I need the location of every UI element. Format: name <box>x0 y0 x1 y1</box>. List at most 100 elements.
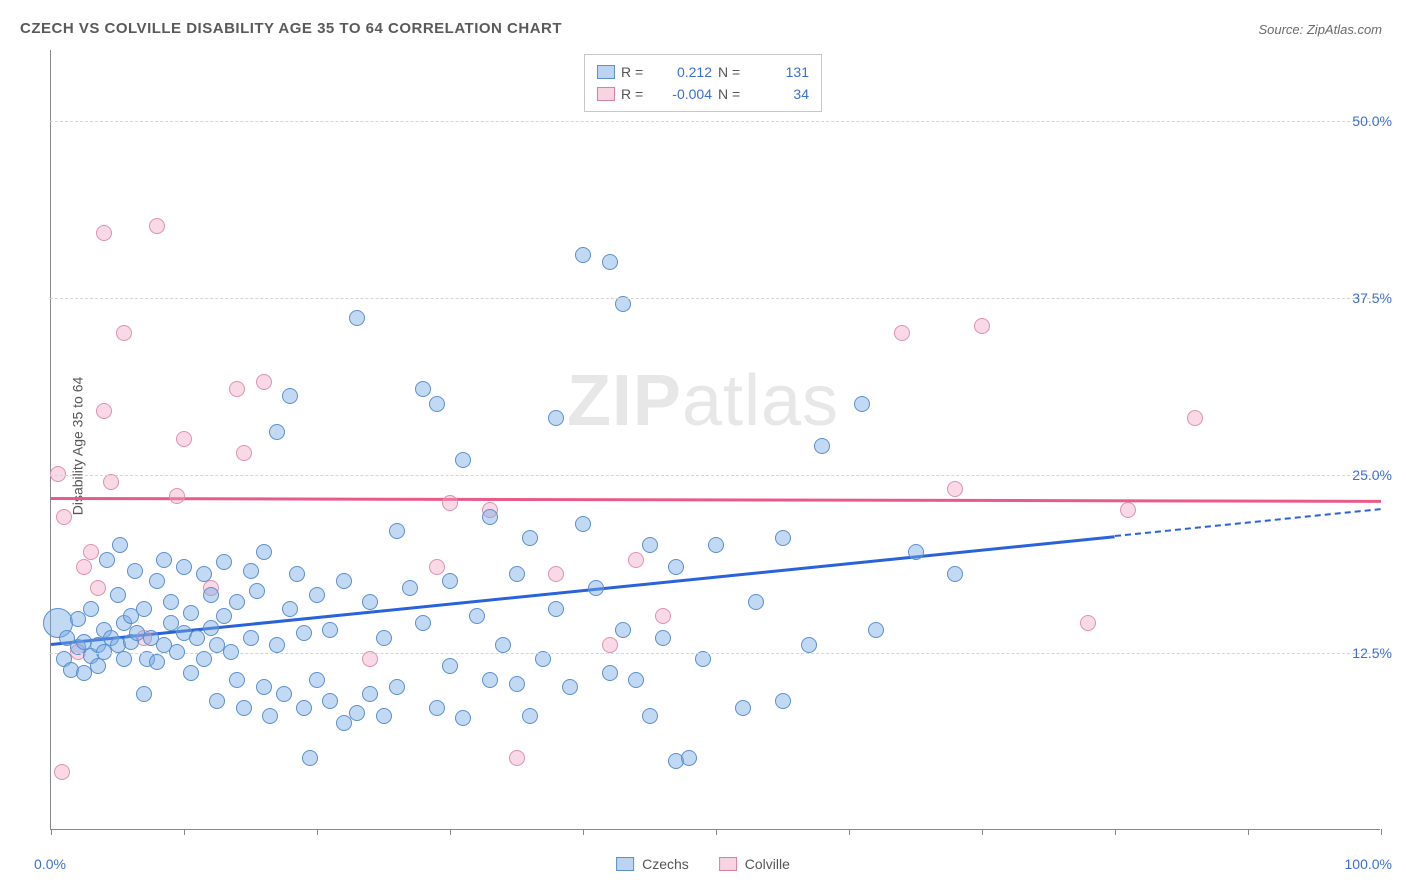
scatter-point <box>775 693 791 709</box>
swatch-colville <box>719 857 737 871</box>
scatter-point <box>136 601 152 617</box>
n-value-colville: 34 <box>754 86 809 102</box>
x-tick <box>1381 829 1382 835</box>
scatter-point <box>376 708 392 724</box>
scatter-point <box>256 544 272 560</box>
scatter-point <box>163 594 179 610</box>
gridline-h <box>50 121 1380 122</box>
scatter-point <box>156 552 172 568</box>
scatter-point <box>296 625 312 641</box>
scatter-point <box>209 693 225 709</box>
scatter-point <box>110 587 126 603</box>
scatter-point <box>429 700 445 716</box>
x-tick <box>51 829 52 835</box>
scatter-point <box>216 608 232 624</box>
scatter-point <box>96 403 112 419</box>
x-axis-label-min: 0.0% <box>34 856 66 872</box>
scatter-point <box>894 325 910 341</box>
legend-label-colville: Colville <box>745 856 790 872</box>
legend-label-czechs: Czechs <box>642 856 689 872</box>
scatter-point <box>349 705 365 721</box>
r-value-czechs: 0.212 <box>657 64 712 80</box>
x-tick <box>317 829 318 835</box>
scatter-point <box>216 554 232 570</box>
scatter-point <box>349 310 365 326</box>
scatter-point <box>442 573 458 589</box>
scatter-point <box>136 686 152 702</box>
scatter-point <box>402 580 418 596</box>
x-tick <box>849 829 850 835</box>
scatter-point <box>262 708 278 724</box>
scatter-point <box>628 552 644 568</box>
x-axis-label-max: 100.0% <box>1345 856 1392 872</box>
chart-plot-area <box>50 50 1380 830</box>
scatter-point <box>309 672 325 688</box>
legend-item-czechs: Czechs <box>616 856 689 872</box>
scatter-point <box>522 708 538 724</box>
scatter-point <box>708 537 724 553</box>
scatter-point <box>296 700 312 716</box>
scatter-point <box>362 686 378 702</box>
scatter-point <box>482 509 498 525</box>
scatter-point <box>236 445 252 461</box>
scatter-point <box>801 637 817 653</box>
legend-row-colville: R = -0.004 N = 34 <box>597 83 809 105</box>
scatter-point <box>1187 410 1203 426</box>
scatter-point <box>548 601 564 617</box>
scatter-point <box>868 622 884 638</box>
scatter-point <box>309 587 325 603</box>
y-tick-label: 50.0% <box>1352 113 1392 129</box>
scatter-point <box>429 559 445 575</box>
scatter-point <box>127 563 143 579</box>
swatch-czechs <box>597 65 615 79</box>
scatter-point <box>183 605 199 621</box>
scatter-point <box>229 381 245 397</box>
scatter-point <box>548 566 564 582</box>
y-tick-label: 12.5% <box>1352 645 1392 661</box>
scatter-point <box>442 658 458 674</box>
gridline-h <box>50 653 1380 654</box>
scatter-point <box>588 580 604 596</box>
scatter-point <box>602 254 618 270</box>
scatter-point <box>282 601 298 617</box>
x-tick <box>583 829 584 835</box>
scatter-point <box>203 587 219 603</box>
y-tick-label: 37.5% <box>1352 290 1392 306</box>
scatter-point <box>655 630 671 646</box>
scatter-point <box>947 481 963 497</box>
scatter-point <box>269 637 285 653</box>
scatter-point <box>681 750 697 766</box>
scatter-point <box>203 620 219 636</box>
scatter-point <box>176 559 192 575</box>
scatter-point <box>455 710 471 726</box>
scatter-point <box>602 665 618 681</box>
scatter-point <box>548 410 564 426</box>
scatter-point <box>169 488 185 504</box>
chart-title: CZECH VS COLVILLE DISABILITY AGE 35 TO 6… <box>20 20 562 37</box>
scatter-point <box>236 700 252 716</box>
scatter-point <box>482 672 498 688</box>
scatter-point <box>243 630 259 646</box>
scatter-point <box>229 672 245 688</box>
scatter-point <box>243 563 259 579</box>
scatter-point <box>509 750 525 766</box>
scatter-point <box>112 537 128 553</box>
scatter-point <box>276 686 292 702</box>
gridline-h <box>50 475 1380 476</box>
scatter-point <box>90 658 106 674</box>
scatter-point <box>196 566 212 582</box>
scatter-point <box>362 594 378 610</box>
scatter-point <box>469 608 485 624</box>
scatter-point <box>322 622 338 638</box>
scatter-point <box>90 580 106 596</box>
scatter-point <box>336 573 352 589</box>
r-label: R = <box>621 64 651 80</box>
scatter-point <box>149 218 165 234</box>
scatter-point <box>775 530 791 546</box>
scatter-point <box>575 516 591 532</box>
scatter-point <box>229 594 245 610</box>
swatch-colville <box>597 87 615 101</box>
x-tick <box>184 829 185 835</box>
scatter-point <box>415 615 431 631</box>
scatter-point <box>1120 502 1136 518</box>
